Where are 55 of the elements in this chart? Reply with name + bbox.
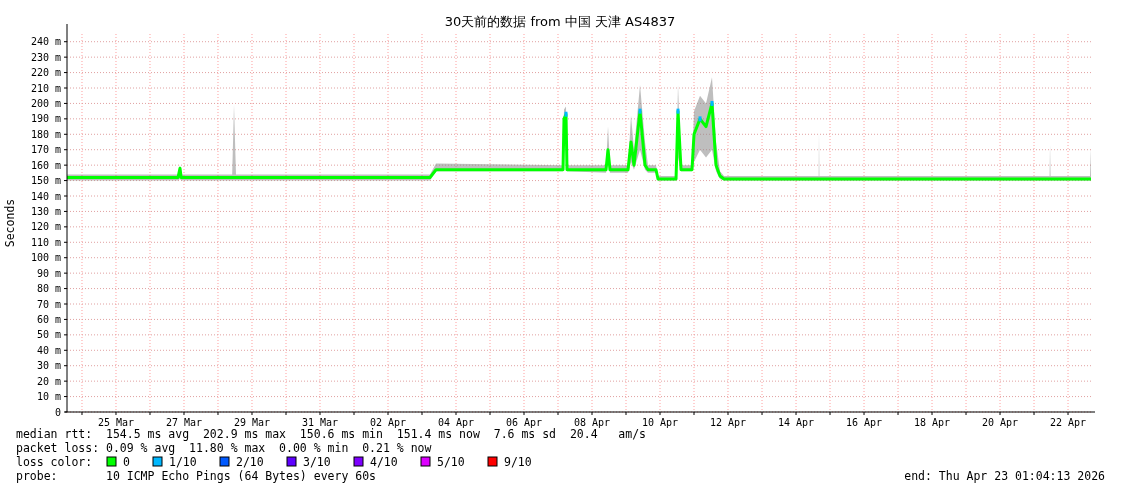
y-tick-label: 60 m [36,313,61,325]
legend-label: 4/10 [370,455,398,469]
y-tick-label: 50 m [36,329,61,341]
y-tick-label: 190 m [30,113,61,125]
y-tick-label: 120 m [30,221,61,233]
legend-label: 5/10 [437,455,465,469]
x-tick-label: 27 Mar [165,417,203,428]
y-tick-label: 240 m [30,36,61,48]
y-tick-label: 70 m [36,298,61,310]
y-tick-label: 20 m [36,375,61,387]
y-tick-label: 0 [54,406,61,418]
x-tick-label: 16 Apr [845,417,883,428]
legend-title: loss color: [16,455,93,469]
legend-label: 2/10 [236,455,264,469]
legend-label: 0 [123,455,130,469]
y-tick-label: 30 m [36,360,61,372]
y-tick-label: 230 m [30,51,61,63]
y-tick-label: 220 m [30,67,61,79]
x-tick-label: 20 Apr [981,417,1019,428]
text: probe: 10 ICMP Echo Pings (64 Bytes) every 60s [16,469,377,483]
y-tick-label: 140 m [30,190,61,202]
text: packet loss: 0.09 % avg 11.80 % max 0.00 % min 0.21 % now [16,441,432,455]
y-tick-label: 210 m [30,82,61,94]
text: median rtt: 154.5 ms avg 202.9 ms max 150.6 ms min 151.4 ms now 7.6 ms sd 20.4 am/s [16,427,647,441]
x-tick-label: 10 Apr [641,417,679,428]
y-tick-label: 80 m [36,283,61,295]
y-tick-label: 180 m [30,128,61,140]
legend-label: 1/10 [169,455,197,469]
text: end: Thu Apr 23 01:04:13 2026 [904,469,1106,483]
y-tick-label: 90 m [36,267,61,279]
line-series [65,101,1093,181]
y-tick-label: 170 m [30,144,61,156]
chart-title: 30天前的数据 from 中国 天津 AS4837 [444,14,676,29]
y-axis-title: Seconds [3,198,17,248]
y-tick-label: 40 m [36,344,61,356]
legend-label: 3/10 [303,455,331,469]
legend-label: 9/10 [504,455,532,469]
x-tick-label: 18 Apr [913,417,951,428]
y-tick-label: 150 m [30,175,61,187]
y-tick-label: 160 m [30,159,61,171]
x-tick-label: 08 Apr [573,417,611,428]
x-tick-label: 06 Apr [505,417,543,428]
x-tick-label: 31 Mar [301,417,339,428]
y-tick-label: 10 m [36,391,61,403]
y-tick-label: 200 m [30,97,61,109]
x-tick-label: 04 Apr [437,417,475,428]
x-tick-label: 22 Apr [1049,417,1087,428]
y-tick-label: 110 m [30,236,61,248]
x-tick-label: 14 Apr [777,417,815,428]
x-tick-label: 29 Mar [233,417,271,428]
x-tick-label: 12 Apr [709,417,747,428]
y-tick-label: 130 m [30,205,61,217]
x-tick-label: 02 Apr [369,417,407,428]
y-tick-label: 100 m [30,252,61,264]
x-tick-label: 25 Mar [97,417,135,428]
